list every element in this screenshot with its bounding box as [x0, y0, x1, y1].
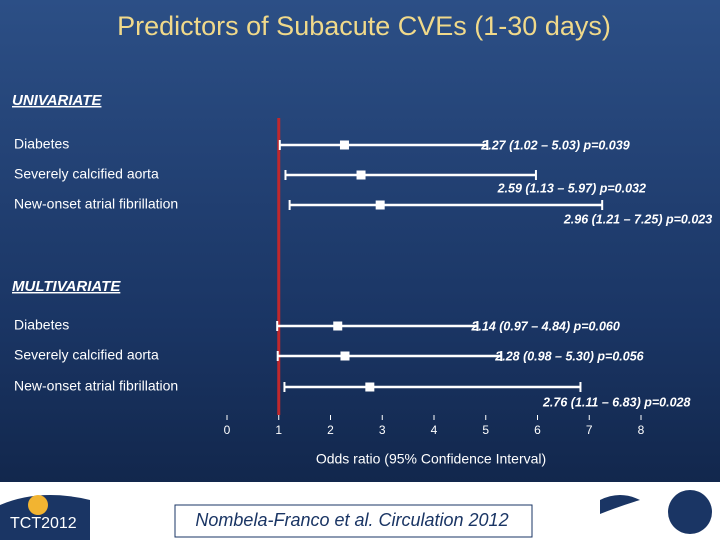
value-label: 2.27 (1.02 – 5.03) p=0.039	[480, 138, 629, 152]
point-estimate	[356, 170, 366, 180]
row-label: Diabetes	[14, 136, 69, 152]
row-label: New-onset atrial fibrillation	[14, 196, 178, 212]
row-label: Severely calcified aorta	[14, 347, 159, 363]
foundation-logo	[600, 495, 640, 514]
value-label: 2.28 (0.98 – 5.30) p=0.056	[494, 349, 644, 363]
value-label: 2.14 (0.97 – 4.84) p=0.060	[470, 319, 619, 333]
row-label: Diabetes	[14, 317, 69, 333]
logo-text: TCT2012	[10, 515, 77, 532]
citation: Nombela-Franco et al. Circulation 2012	[195, 510, 508, 530]
group-header: MULTIVARIATE	[12, 278, 121, 295]
value-label: 2.76 (1.11 – 6.83) p=0.028	[542, 395, 690, 409]
logo-sun	[28, 495, 48, 515]
logo-shape	[0, 495, 90, 540]
journal-logo	[668, 490, 712, 534]
x-tick-label: 1	[275, 423, 282, 437]
row-label: Severely calcified aorta	[14, 166, 159, 182]
x-tick-label: 4	[431, 423, 438, 437]
value-label: 2.96 (1.21 – 7.25) p=0.023	[563, 212, 712, 226]
point-estimate	[340, 351, 350, 361]
value-label: 2.59 (1.13 – 5.97) p=0.032	[497, 181, 646, 195]
point-estimate	[333, 321, 343, 331]
point-estimate	[339, 140, 349, 150]
x-tick-label: 7	[586, 423, 593, 437]
slide-title: Predictors of Subacute CVEs (1-30 days)	[117, 11, 611, 41]
x-tick-label: 3	[379, 423, 386, 437]
point-estimate	[375, 200, 385, 210]
x-axis-title: Odds ratio (95% Confidence Interval)	[316, 451, 546, 467]
citation-box	[174, 504, 533, 538]
group-header: UNIVARIATE	[12, 92, 102, 109]
x-tick-label: 5	[482, 423, 489, 437]
x-tick-label: 0	[224, 423, 231, 437]
x-tick-label: 6	[534, 423, 541, 437]
x-tick-label: 2	[327, 423, 334, 437]
x-tick-label: 8	[638, 423, 645, 437]
point-estimate	[365, 382, 375, 392]
row-label: New-onset atrial fibrillation	[14, 378, 178, 394]
